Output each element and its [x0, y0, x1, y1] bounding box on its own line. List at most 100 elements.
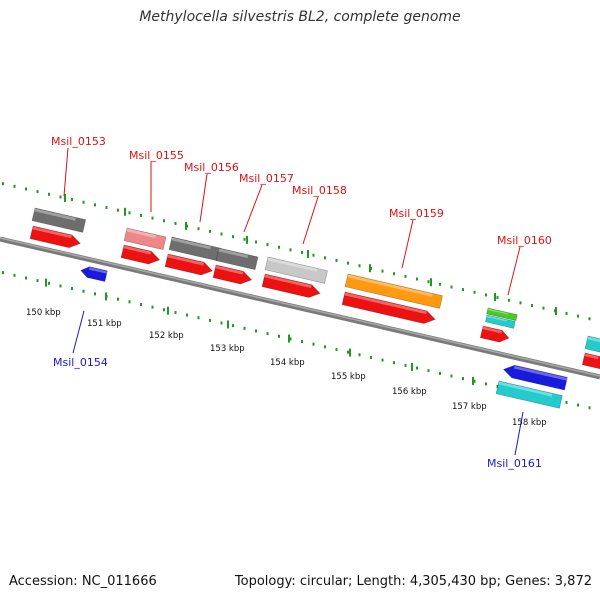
label-leader-line — [63, 147, 69, 197]
scale-tick-major — [411, 362, 413, 371]
scale-tick — [2, 271, 4, 275]
minus-strand-arrow — [80, 266, 108, 282]
scale-tick — [13, 273, 16, 277]
scale-label: 155 kbp — [331, 372, 366, 382]
scale-tick — [496, 385, 499, 389]
scale-tick-major — [124, 207, 126, 216]
map-title: Methylocella silvestris BL2, complete ge… — [139, 9, 461, 25]
scale-tick — [140, 302, 142, 306]
scale-tick — [508, 298, 510, 302]
gene-label-msil-0157[interactable]: Msil_0157 — [239, 172, 294, 185]
scale-tick-major — [105, 292, 107, 301]
scale-tick — [71, 198, 73, 202]
scale-tick — [370, 355, 372, 359]
scale-tick — [71, 287, 73, 291]
scale-tick — [36, 279, 39, 283]
label-leader-line — [514, 411, 524, 456]
scale-tick — [335, 347, 338, 351]
scale-tick — [59, 284, 62, 288]
scale-label: 152 kbp — [149, 331, 184, 341]
cds-arrow — [341, 291, 436, 324]
scale-tick — [450, 285, 453, 289]
scale-tick — [232, 235, 234, 239]
scale-tick — [381, 358, 384, 362]
scale-tick-major — [555, 307, 557, 316]
scale-tick-major — [227, 320, 229, 329]
cds-arrow — [479, 325, 510, 343]
outer-scale-ring — [2, 182, 591, 321]
scale-tick — [416, 277, 418, 281]
scale-tick — [577, 403, 579, 407]
scale-tick — [266, 243, 269, 247]
gene-block-orange — [344, 273, 443, 309]
scale-tick-major — [45, 278, 47, 287]
scale-tick — [473, 379, 476, 383]
gene-label-msil-0158[interactable]: Msil_0158 — [292, 184, 347, 197]
scale-tick-major — [246, 235, 248, 244]
scale-tick — [48, 192, 50, 196]
scale-tick — [255, 240, 257, 244]
scale-tick — [174, 221, 177, 225]
scale-tick — [255, 329, 257, 333]
scale-tick-major — [288, 334, 290, 343]
scale-tick — [531, 304, 533, 308]
scale-label: 157 kbp — [452, 402, 487, 412]
scale-tick — [82, 200, 85, 204]
gene-label-msil-0161[interactable]: Msil_0161 — [487, 457, 542, 470]
scale-tick — [266, 332, 269, 336]
cds-arrow — [212, 264, 253, 285]
scale-tick — [117, 208, 119, 212]
gene-label-msil-0155[interactable]: Msil_0155 — [129, 149, 184, 162]
scale-tick — [278, 245, 280, 249]
gene-block-pink — [123, 227, 167, 251]
scale-tick — [462, 377, 464, 381]
scale-label: 150 kbp — [26, 308, 61, 318]
gene-label-msil-0159[interactable]: Msil_0159 — [389, 207, 444, 220]
scale-tick — [335, 258, 338, 262]
scale-tick — [2, 182, 4, 186]
gene-label-msil-0154[interactable]: Msil_0154 — [53, 356, 108, 369]
scale-label: 158 kbp — [512, 418, 547, 428]
scale-tick — [301, 340, 303, 344]
gene-label-msil-0156[interactable]: Msil_0156 — [184, 161, 239, 174]
scale-tick — [140, 213, 142, 217]
cds-arrow — [120, 244, 161, 265]
scale-label: 153 kbp — [210, 344, 245, 354]
scale-tick — [117, 297, 119, 301]
scale-tick-major — [185, 221, 187, 230]
scale-tick — [289, 337, 292, 341]
scale-tick — [393, 361, 395, 365]
scale-tick-major — [494, 292, 496, 301]
scale-tick — [542, 306, 545, 310]
scale-tick — [186, 313, 188, 317]
scale-tick — [289, 248, 292, 252]
scale-tick — [347, 261, 349, 265]
gene-label-msil-0153[interactable]: Msil_0153 — [51, 135, 106, 148]
gene-block-cyan — [584, 335, 600, 354]
scale-tick — [301, 251, 303, 255]
scale-tick — [163, 219, 165, 223]
scale-tick — [496, 296, 499, 300]
scale-tick — [427, 280, 430, 284]
label-leader-line — [72, 310, 85, 354]
scale-tick — [358, 264, 361, 268]
scale-tick — [197, 316, 200, 320]
label-leader-line — [401, 219, 414, 269]
scale-tick — [25, 276, 27, 280]
scale-tick — [519, 301, 522, 305]
gene-block-gray — [215, 247, 259, 271]
minus-strand-arrow — [503, 364, 568, 391]
scale-tick — [59, 195, 62, 199]
gene-label-msil-0160[interactable]: Msil_0160 — [497, 234, 552, 247]
scale-tick — [404, 363, 407, 367]
gene-block-gray — [31, 207, 87, 233]
scale-tick — [163, 308, 165, 312]
scale-tick — [105, 206, 108, 210]
scale-tick — [220, 321, 223, 325]
scale-tick — [243, 326, 246, 330]
gene-block-red — [581, 352, 600, 370]
gene-block-cyan — [495, 380, 563, 409]
scale-tick — [439, 371, 441, 375]
scale-tick — [36, 190, 39, 194]
